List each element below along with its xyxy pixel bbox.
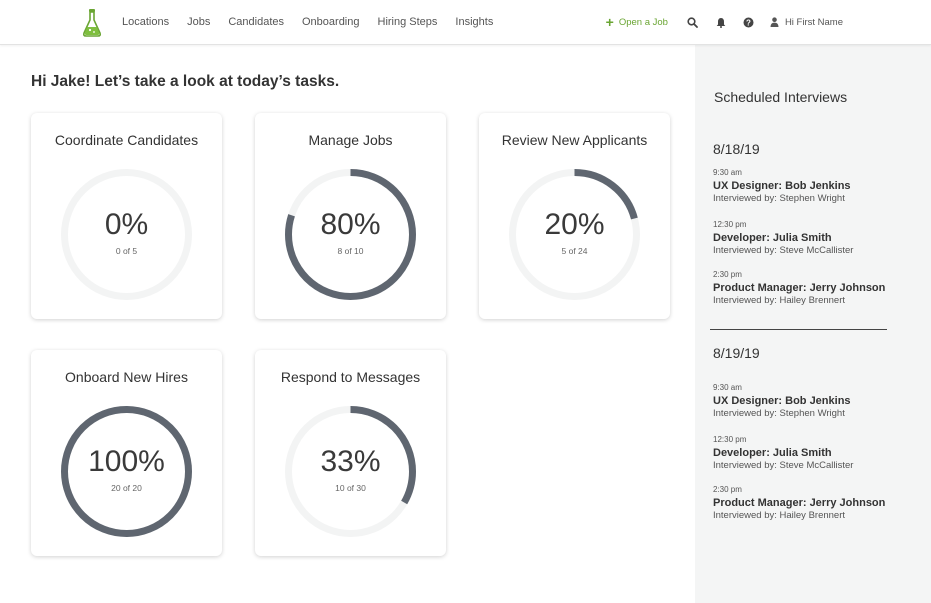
top-right-actions: + Open a Job ? Hi Fir xyxy=(606,0,931,44)
svg-text:?: ? xyxy=(746,18,751,27)
progress-percent: 80% xyxy=(320,208,381,241)
interview-time: 9:30 am xyxy=(713,168,742,177)
notifications-button[interactable] xyxy=(714,15,728,29)
interview-time: 9:30 am xyxy=(713,383,742,392)
progress-count: 20 of 20 xyxy=(111,483,142,493)
progress-percent: 20% xyxy=(544,208,605,241)
progress-count: 8 of 10 xyxy=(337,246,364,256)
interview-time: 2:30 pm xyxy=(713,485,742,494)
interviewer: Interviewed by: Hailey Brennert xyxy=(713,510,846,521)
user-menu[interactable]: Hi First Name xyxy=(770,17,843,28)
bell-icon xyxy=(716,17,726,28)
progress-ring xyxy=(61,406,192,537)
interview-title: Product Manager: Jerry Johnson xyxy=(713,497,886,509)
nav-item-locations[interactable]: Locations xyxy=(122,16,170,28)
interview-item[interactable]: 9:30 am UX Designer: Bob Jenkins Intervi… xyxy=(713,168,923,204)
flask-logo-icon[interactable] xyxy=(82,9,102,37)
card-title: Coordinate Candidates xyxy=(54,132,199,148)
interview-item[interactable]: 2:30 pm Product Manager: Jerry Johnson I… xyxy=(713,485,923,521)
interviewer: Interviewed by: Stephen Wright xyxy=(713,408,845,419)
interview-item[interactable]: 12:30 pm Developer: Julia Smith Intervie… xyxy=(713,435,923,471)
panel-title: Scheduled Interviews xyxy=(714,89,848,105)
interviewer: Interviewed by: Steve McCallister xyxy=(713,245,854,256)
interview-date: 8/18/19 xyxy=(713,141,760,157)
help-button[interactable]: ? xyxy=(742,15,756,29)
task-card-coordinate-candidates[interactable]: Coordinate Candidates 0% 0 of 5 xyxy=(31,113,222,319)
nav-item-insights[interactable]: Insights xyxy=(455,16,494,28)
task-card-respond-to-messages[interactable]: Respond to Messages 33% 10 of 30 xyxy=(255,350,446,556)
progress-count: 10 of 30 xyxy=(335,483,366,493)
progress-ring xyxy=(509,169,640,300)
card-title: Manage Jobs xyxy=(308,132,393,148)
interview-date: 8/19/19 xyxy=(713,345,760,361)
card-title: Onboard New Hires xyxy=(65,369,188,385)
search-icon xyxy=(687,16,699,28)
card-title: Respond to Messages xyxy=(280,369,421,385)
progress-percent: 100% xyxy=(88,445,165,478)
open-job-label: Open a Job xyxy=(618,16,668,28)
main-nav: Locations Jobs Candidates Onboarding Hir… xyxy=(122,0,511,44)
interview-time: 2:30 pm xyxy=(713,270,742,279)
top-navigation-bar: Locations Jobs Candidates Onboarding Hir… xyxy=(0,0,931,45)
interview-item[interactable]: 9:30 am UX Designer: Bob Jenkins Intervi… xyxy=(713,383,923,419)
user-name: Hi First Name xyxy=(784,16,843,28)
interview-title: UX Designer: Bob Jenkins xyxy=(713,180,851,192)
nav-item-onboarding[interactable]: Onboarding xyxy=(302,16,360,28)
help-icon: ? xyxy=(743,17,754,27)
scheduled-interviews-panel: Scheduled Interviews 8/18/19 9:30 am UX … xyxy=(695,45,931,603)
task-card-manage-jobs[interactable]: Manage Jobs 80% 8 of 10 xyxy=(255,113,446,319)
search-button[interactable] xyxy=(686,15,700,29)
interview-title: Developer: Julia Smith xyxy=(713,232,832,244)
nav-item-jobs[interactable]: Jobs xyxy=(187,16,211,28)
task-card-review-new-applicants[interactable]: Review New Applicants 20% 5 of 24 xyxy=(479,113,670,319)
progress-ring xyxy=(61,169,192,300)
interview-title: Product Manager: Jerry Johnson xyxy=(713,282,886,294)
interviewer: Interviewed by: Steve McCallister xyxy=(713,460,854,471)
open-job-button[interactable]: + Open a Job xyxy=(605,14,668,30)
interviewer: Interviewed by: Stephen Wright xyxy=(713,193,845,204)
interview-item[interactable]: 2:30 pm Product Manager: Jerry Johnson I… xyxy=(713,270,923,306)
day-divider xyxy=(710,329,887,330)
plus-icon: + xyxy=(605,14,614,30)
interviewer: Interviewed by: Hailey Brennert xyxy=(713,295,846,306)
progress-percent: 33% xyxy=(320,445,381,478)
user-icon xyxy=(770,17,779,27)
interview-title: Developer: Julia Smith xyxy=(713,447,832,459)
progress-ring xyxy=(285,169,416,300)
nav-item-candidates[interactable]: Candidates xyxy=(228,16,284,28)
progress-percent: 0% xyxy=(104,208,149,241)
interview-item[interactable]: 12:30 pm Developer: Julia Smith Intervie… xyxy=(713,220,923,256)
card-title: Review New Applicants xyxy=(501,132,648,148)
nav-item-hiring-steps[interactable]: Hiring Steps xyxy=(377,16,438,28)
interview-time: 12:30 pm xyxy=(713,220,747,229)
interview-time: 12:30 pm xyxy=(713,435,747,444)
interview-title: UX Designer: Bob Jenkins xyxy=(713,395,851,407)
progress-count: 5 of 24 xyxy=(561,246,588,256)
progress-ring xyxy=(285,406,416,537)
progress-count: 0 of 5 xyxy=(115,246,138,256)
page-greeting: Hi Jake! Let’s take a look at today’s ta… xyxy=(31,73,340,90)
main-content: Hi Jake! Let’s take a look at today’s ta… xyxy=(0,45,695,603)
task-card-onboard-new-hires[interactable]: Onboard New Hires 100% 20 of 20 xyxy=(31,350,222,556)
